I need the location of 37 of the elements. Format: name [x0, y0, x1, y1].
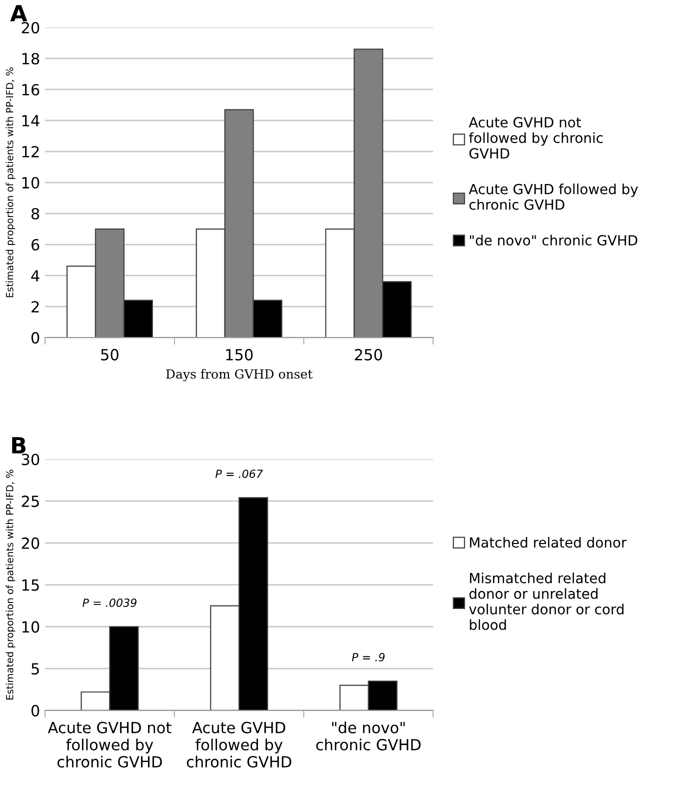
y-tick-label: 10: [22, 621, 40, 633]
x-tick-label: 150: [226, 348, 253, 360]
annotation: P = .0039: [82, 598, 136, 607]
y-tick-label: 18: [22, 52, 40, 65]
x-tick-label: Acute GVHD not followed by chronic GVHD: [48, 722, 172, 768]
annotation: P = .9: [352, 652, 385, 662]
y-tick-label: 16: [22, 84, 40, 96]
y-tick-label: 12: [22, 146, 39, 158]
y-tick-label: 20: [22, 22, 40, 34]
y-tick-label: 0: [31, 332, 40, 344]
x-tick-label: Acute GVHD followed by chronic GVHD: [186, 722, 292, 768]
y-tick-label: 10: [22, 176, 40, 189]
x-tick-label: 250: [354, 348, 382, 360]
legend-label: "de novo" chronic GVHD: [470, 234, 638, 246]
chart-title: A: [10, 5, 28, 22]
y-axis-title: Estimated proportion of patients with PP-IFD, %: [6, 67, 16, 298]
y-tick-label: 15: [22, 579, 39, 591]
y-tick-label: 25: [22, 496, 39, 508]
y-tick-label: 4: [31, 270, 40, 282]
y-tick-label: 5: [32, 663, 39, 675]
legend-label: Mismatched related donor or unrelated volunter donor or cord blood: [469, 572, 624, 630]
y-tick-label: 6: [32, 238, 40, 251]
x-axis-title: Days from GVHD onset: [166, 369, 313, 382]
y-tick-label: 14: [22, 115, 40, 126]
y-tick-label: 30: [22, 454, 40, 466]
y-tick-label: 20: [22, 537, 40, 549]
x-tick-label: "de novo" chronic GVHD: [316, 722, 421, 750]
y-tick-label: 2: [32, 301, 39, 312]
y-tick-label: 0: [31, 704, 40, 716]
annotation: P = .067: [215, 470, 263, 478]
legend-label: Matched related donor: [470, 536, 627, 548]
chart-title: B: [12, 437, 26, 454]
y-tick-label: 8: [32, 208, 40, 220]
x-tick-label: 50: [101, 348, 118, 360]
legend-label: Acute GVHD followed by chronic GVHD: [468, 184, 638, 210]
y-axis-title: Estimated proportion of patients with PP-IFD, %: [6, 470, 16, 700]
legend-label: Acute GVHD not followed by chronic GVHD: [468, 117, 603, 159]
